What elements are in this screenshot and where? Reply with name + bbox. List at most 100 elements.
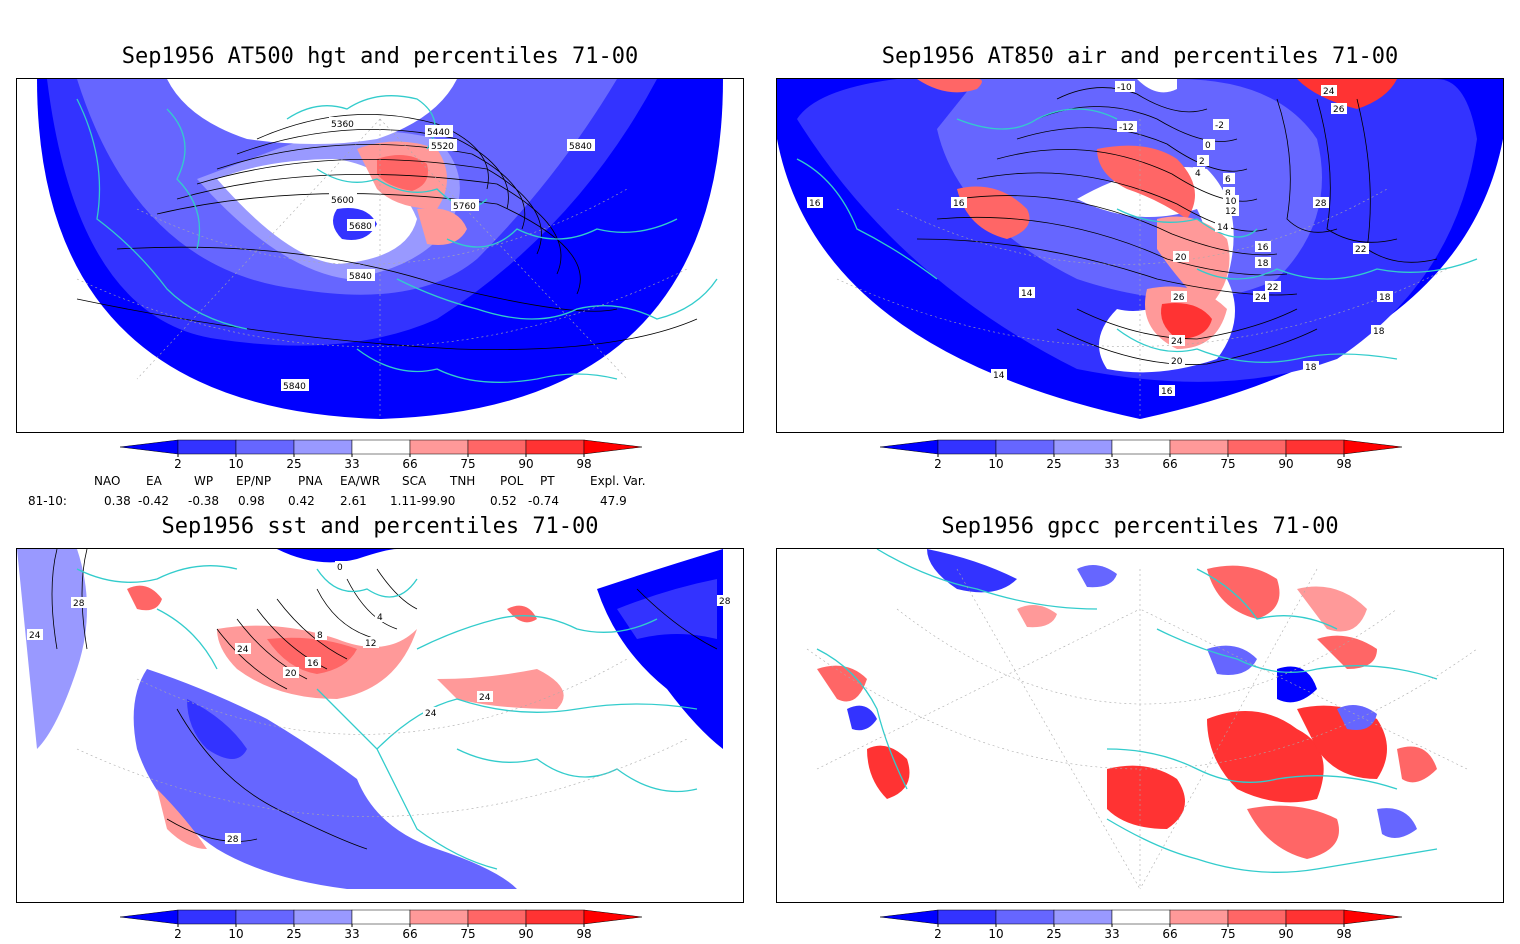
colorbar-swatch <box>1343 909 1403 925</box>
colorbar-tick-label: 75 <box>460 457 475 470</box>
svg-text:26: 26 <box>1333 105 1345 115</box>
svg-text:24: 24 <box>479 693 491 703</box>
svg-text:5600: 5600 <box>331 196 354 206</box>
colorbar-swatch <box>1111 439 1171 455</box>
colorbar-swatch <box>1111 909 1171 925</box>
contour-label: 5840 <box>281 379 309 392</box>
svg-text:5840: 5840 <box>283 382 306 392</box>
svg-text:24: 24 <box>29 631 41 641</box>
contour-label: 18 <box>1303 361 1319 373</box>
contour-label: 24 <box>477 691 493 703</box>
contour-label: 24 <box>1253 291 1269 303</box>
colorbar-tick-label: 33 <box>1104 457 1119 470</box>
index-value: 0.42 <box>288 494 315 508</box>
colorbar-tick-label: 2 <box>934 927 942 940</box>
contour-label: 5840 <box>567 139 595 152</box>
index-header: EA <box>146 474 162 488</box>
contour-label: 5840 <box>347 269 375 282</box>
svg-text:14: 14 <box>1021 289 1033 299</box>
svg-text:5360: 5360 <box>331 120 354 130</box>
svg-text:4: 4 <box>377 613 383 623</box>
contour-label: 8 <box>1223 187 1235 199</box>
svg-text:8: 8 <box>1225 189 1231 199</box>
contour-label: 12 <box>1223 205 1239 217</box>
svg-text:22: 22 <box>1267 283 1278 293</box>
panel-title-air: Sep1956 AT850 air and percentiles 71-00 <box>881 44 1399 69</box>
contour-labels: 28 24 28 24 16 20 12 8 4 0 24 24 28 <box>27 561 733 845</box>
colorbar-tick-label: 66 <box>402 927 417 940</box>
index-header: EP/NP <box>236 474 272 488</box>
contour-label: -10 <box>1115 81 1135 93</box>
map-panel-gpcc <box>776 548 1504 903</box>
colorbar-swatch <box>409 909 469 925</box>
colorbar-tick-label: 10 <box>988 457 1003 470</box>
colorbar-swatch <box>235 909 295 925</box>
contour-label: 28 <box>225 833 241 845</box>
colorbar-tick-label: 2 <box>934 457 942 470</box>
contour-label: 26 <box>1171 291 1187 303</box>
svg-text:5440: 5440 <box>427 128 450 138</box>
contour-labels: 5360 5440 5520 5600 5680 5760 5840 5840 … <box>281 117 595 392</box>
colorbar-swatch <box>1169 909 1229 925</box>
contour-label: 18 <box>1377 291 1393 303</box>
precip-percentiles <box>817 549 1437 859</box>
contour-label: 10 <box>1223 195 1239 207</box>
map-panel-hgt: 5360 5440 5520 5600 5680 5760 5840 5840 … <box>16 78 744 433</box>
index-header: WP <box>194 474 214 488</box>
colorbar-swatch <box>583 909 643 925</box>
graticule <box>806 568 1478 890</box>
colorbar-tick-label: 75 <box>1220 927 1235 940</box>
contour-label: 20 <box>283 667 299 679</box>
colorbar-tick-label: 10 <box>988 927 1003 940</box>
colorbar-tick-label: 66 <box>1162 457 1177 470</box>
index-value: -0.74 <box>528 494 560 508</box>
colorbar-tick-label: 98 <box>1336 927 1351 940</box>
contour-label: 16 <box>305 657 321 669</box>
colorbar-tick-label: 25 <box>1046 457 1061 470</box>
svg-text:16: 16 <box>1257 243 1269 253</box>
index-value: 0.52 <box>490 494 517 508</box>
contour-label: 16 <box>1255 241 1271 253</box>
colorbar-swatch <box>525 909 585 925</box>
svg-text:-12: -12 <box>1119 123 1134 133</box>
coastlines <box>816 549 1438 873</box>
colorbar-swatch <box>879 909 939 925</box>
colorbar-swatch <box>583 439 643 455</box>
contour-label: 24 <box>235 643 251 655</box>
contour-label: 5440 <box>425 125 453 138</box>
colorbar-tick-label: 90 <box>518 927 533 940</box>
colorbar-hgt: 2 10 25 33 66 75 90 98 <box>116 438 644 471</box>
colorbar-swatch <box>1053 909 1113 925</box>
contour-label: 24 <box>423 707 439 719</box>
svg-text:22: 22 <box>1355 245 1366 255</box>
colorbar-tick-label: 10 <box>228 927 243 940</box>
colorbar-swatch <box>1227 439 1287 455</box>
colorbar-swatch <box>467 439 527 455</box>
svg-text:26: 26 <box>1173 293 1185 303</box>
colorbar-sst: 2 10 25 33 66 75 90 98 <box>116 908 644 941</box>
colorbar-tick-label: 25 <box>286 927 301 940</box>
contour-label: -2 <box>1213 119 1229 131</box>
svg-text:28: 28 <box>719 597 731 607</box>
colorbar-tick-label: 33 <box>1104 927 1119 940</box>
contour-label: 18 <box>1255 257 1271 269</box>
colorbar-tick-label: 90 <box>1278 457 1293 470</box>
contour-label: 5680 <box>347 219 375 232</box>
contour-label: 20 <box>1173 251 1189 263</box>
svg-text:5840: 5840 <box>349 272 372 282</box>
coastlines <box>796 108 1478 363</box>
index-value: 47.9 <box>600 494 627 508</box>
colorbar-swatch <box>409 439 469 455</box>
colorbar-swatch <box>351 909 411 925</box>
colorbar-gpcc: 2 10 25 33 66 75 90 98 <box>876 908 1404 941</box>
contour-label: 24 <box>1321 85 1337 97</box>
index-value: 1.11-99.90 <box>390 494 456 508</box>
colorbar-tick-label: 98 <box>576 927 591 940</box>
contour-label: 14 <box>1019 287 1035 299</box>
colorbar-swatch <box>293 909 353 925</box>
contour-label: 16 <box>951 197 967 209</box>
colorbar-swatch <box>293 439 353 455</box>
index-value: 0.38 <box>104 494 131 508</box>
contour-label: 28 <box>1313 197 1329 209</box>
colorbar-tick-label: 90 <box>518 457 533 470</box>
